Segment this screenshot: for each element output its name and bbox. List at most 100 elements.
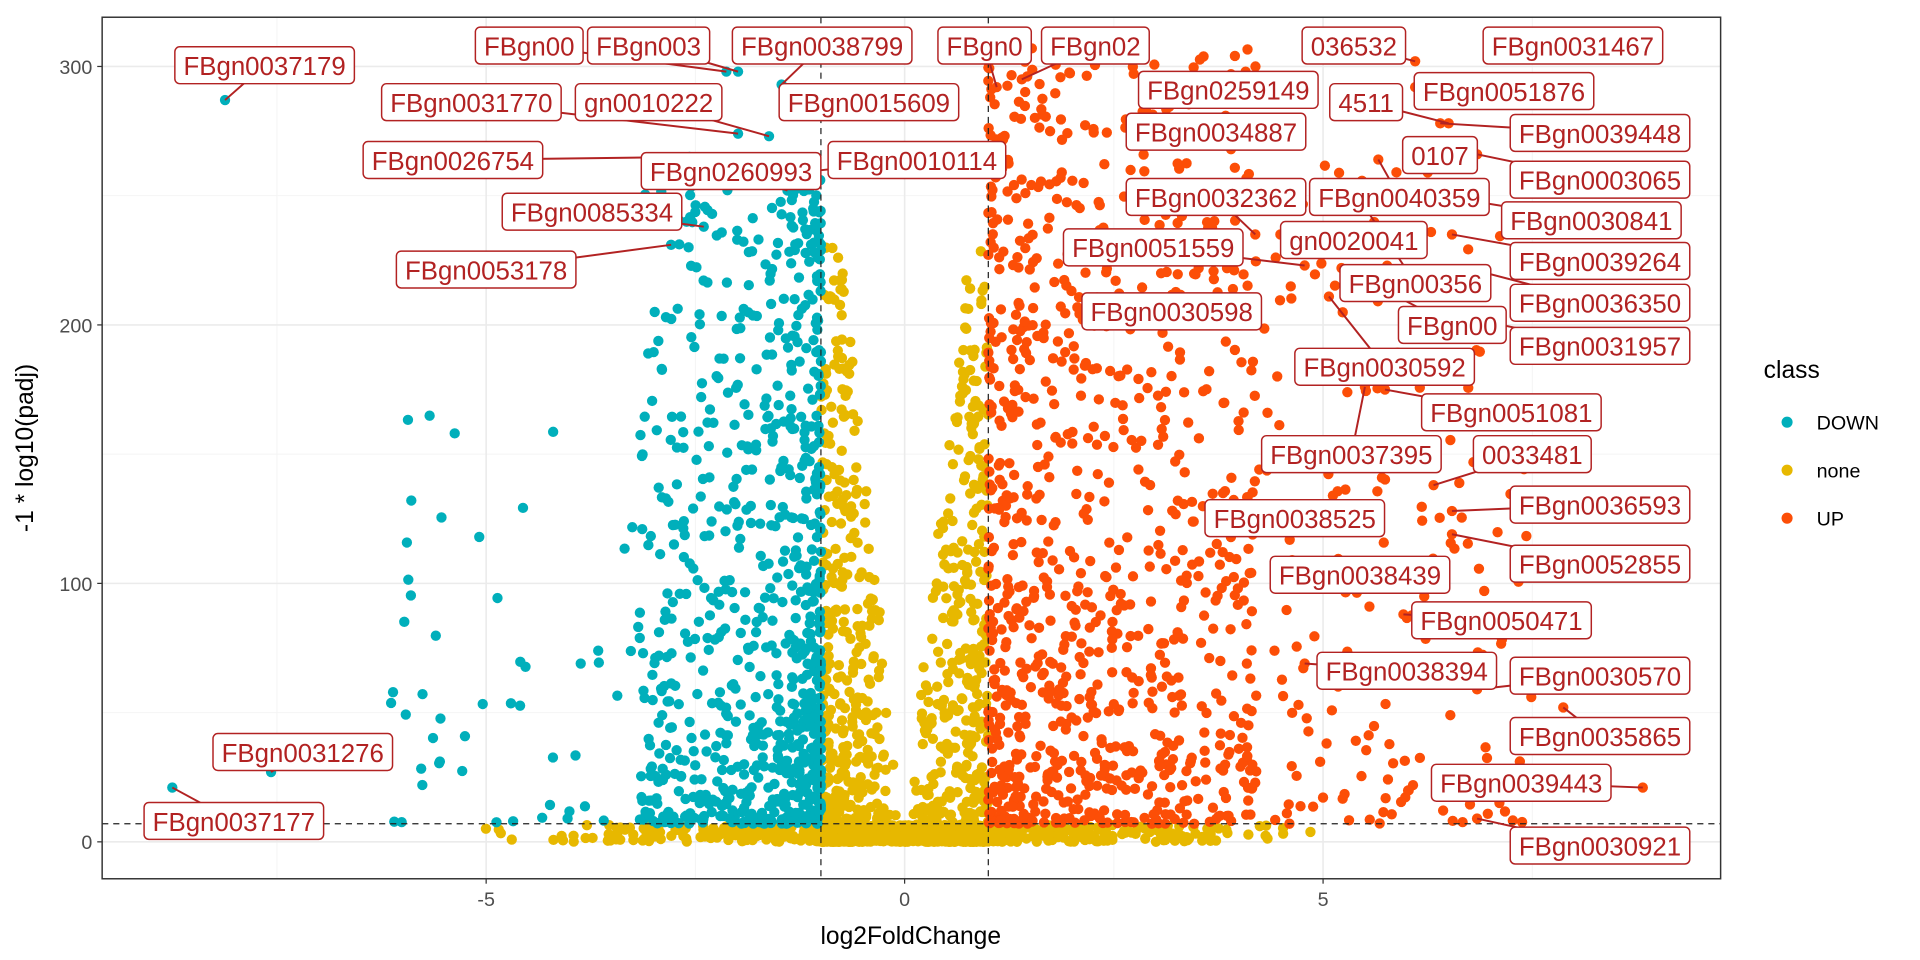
data-point <box>1244 765 1256 776</box>
data-point <box>1029 282 1040 293</box>
data-point <box>815 285 826 297</box>
label-box <box>362 140 544 180</box>
data-point <box>666 678 677 689</box>
data-point <box>647 694 658 706</box>
data-point <box>646 395 658 407</box>
data-point <box>922 789 933 801</box>
data-point <box>793 309 804 321</box>
data-point <box>1128 817 1139 828</box>
data-point <box>1050 431 1061 443</box>
data-point <box>1107 634 1118 645</box>
data-point <box>829 359 840 370</box>
data-point <box>1014 730 1025 741</box>
data-point <box>842 386 853 397</box>
data-point <box>1155 548 1166 559</box>
data-point <box>1011 193 1022 204</box>
point-label: FBgn0 <box>937 26 1033 65</box>
data-point <box>823 629 834 640</box>
data-point <box>1098 805 1110 816</box>
data-point <box>1002 186 1013 197</box>
data-point <box>802 703 813 714</box>
data-point <box>1125 164 1136 176</box>
data-point <box>757 612 768 623</box>
data-point <box>1159 769 1170 781</box>
data-point <box>775 738 786 750</box>
label-box <box>731 26 913 65</box>
data-point <box>751 364 762 375</box>
data-point <box>1038 332 1049 344</box>
data-point <box>1243 543 1254 555</box>
label-box <box>1420 393 1602 432</box>
label-text: FBgn0037177 <box>153 809 315 837</box>
data-point <box>968 479 980 490</box>
point-label: FBgn02 <box>1040 26 1150 65</box>
data-point <box>785 212 796 223</box>
data-point <box>825 438 836 449</box>
data-point <box>1030 824 1041 835</box>
point-label: FBgn0031957 <box>1509 326 1691 366</box>
data-point <box>1416 515 1428 526</box>
data-point <box>1048 720 1059 732</box>
data-point <box>950 767 962 778</box>
data-point <box>1018 672 1029 683</box>
data-point <box>692 574 703 586</box>
data-point <box>802 582 813 593</box>
data-point <box>1237 732 1248 743</box>
data-point <box>771 648 782 659</box>
data-point <box>870 604 881 616</box>
data-point <box>1092 836 1104 847</box>
label-text: FBgn0034887 <box>1135 120 1297 148</box>
data-point <box>1104 365 1116 377</box>
data-point <box>1008 469 1020 481</box>
data-point <box>1115 370 1126 381</box>
data-point <box>1250 61 1261 72</box>
data-point <box>860 714 872 726</box>
data-point <box>1043 536 1054 547</box>
data-point <box>806 544 818 555</box>
label-text: FBgn0030921 <box>1519 833 1681 861</box>
data-point <box>1150 836 1162 847</box>
data-point <box>812 728 823 739</box>
data-point <box>683 242 694 253</box>
data-point <box>1088 706 1099 717</box>
data-point <box>799 434 810 446</box>
point-label: FBgn0040359 <box>1308 177 1490 217</box>
data-point <box>766 202 778 214</box>
data-point <box>674 588 685 599</box>
data-point <box>750 627 762 638</box>
data-point <box>1203 366 1215 377</box>
data-point <box>694 319 706 330</box>
data-point <box>813 370 824 382</box>
data-point <box>1052 336 1064 347</box>
data-point <box>639 411 650 422</box>
data-point <box>1103 706 1114 717</box>
data-point <box>517 502 529 514</box>
data-point <box>1250 256 1262 267</box>
data-point <box>989 503 1001 514</box>
data-point <box>1071 199 1082 211</box>
data-point <box>845 633 856 644</box>
data-point <box>758 560 769 572</box>
data-point <box>1002 589 1013 600</box>
data-point <box>1064 67 1075 78</box>
data-point <box>1361 745 1372 756</box>
data-point <box>568 830 579 841</box>
data-point <box>812 219 823 230</box>
data-point <box>739 816 750 827</box>
data-point <box>782 831 794 842</box>
data-point <box>974 658 985 670</box>
data-point <box>385 697 397 709</box>
data-point <box>960 303 971 314</box>
data-point <box>973 411 984 422</box>
label-text: 0033481 <box>1482 442 1583 470</box>
data-point <box>1099 496 1110 507</box>
data-point <box>880 785 891 797</box>
data-point <box>624 822 636 833</box>
data-point <box>771 701 782 713</box>
data-point <box>1228 265 1240 276</box>
data-point <box>1276 674 1288 685</box>
data-point <box>1055 72 1066 83</box>
data-point <box>732 234 743 245</box>
data-point <box>964 283 976 294</box>
data-point <box>698 814 709 825</box>
